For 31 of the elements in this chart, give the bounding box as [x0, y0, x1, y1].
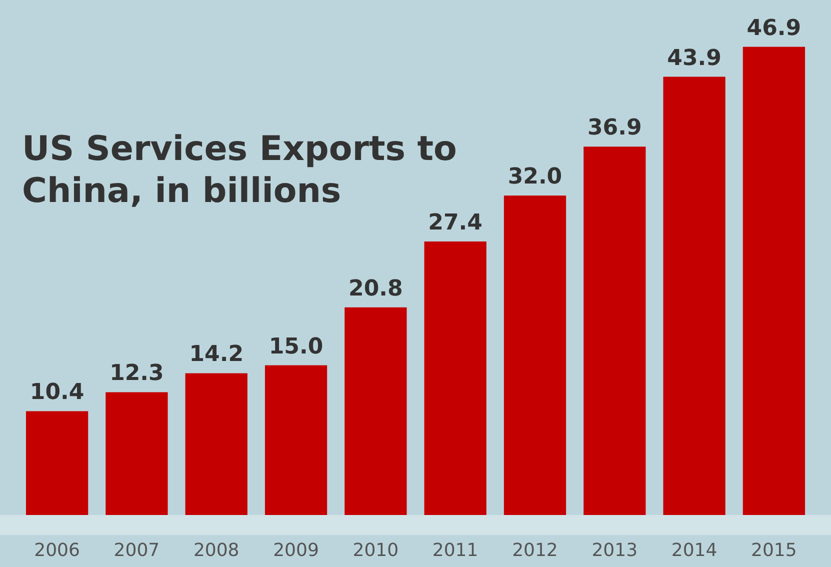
bar — [106, 392, 168, 515]
data-label: 27.4 — [428, 210, 482, 236]
x-tick-label: 2012 — [512, 540, 558, 561]
data-label: 20.8 — [348, 276, 403, 302]
data-label: 14.2 — [189, 342, 244, 368]
bar — [663, 76, 726, 515]
x-tick-label: 2013 — [592, 540, 638, 561]
data-label: 12.3 — [110, 361, 164, 386]
bar — [26, 411, 88, 515]
x-tick-label: 2006 — [34, 540, 80, 561]
data-label: 10.4 — [30, 380, 84, 406]
x-tick-label: 2009 — [273, 540, 319, 561]
bar — [584, 146, 646, 515]
x-tick-label: 2015 — [751, 540, 797, 561]
data-label: 43.9 — [667, 46, 722, 71]
x-tick-label: 2010 — [352, 540, 399, 561]
text: US Services Exports to China, in billions — [22, 129, 457, 211]
bar — [504, 196, 566, 515]
bar — [264, 365, 328, 515]
bar — [742, 46, 806, 515]
data-label: 32.0 — [508, 164, 562, 190]
x-tick-label: 2008 — [193, 540, 240, 561]
bar — [344, 307, 407, 515]
data-label: 46.9 — [746, 16, 802, 41]
x-tick-label: 2007 — [114, 540, 160, 561]
data-label: 15.0 — [268, 334, 324, 360]
bar — [185, 373, 248, 515]
x-tick-label: 2014 — [671, 540, 718, 561]
bar — [424, 241, 486, 515]
data-label: 36.9 — [588, 116, 642, 141]
x-tick-label: 2011 — [432, 540, 478, 561]
